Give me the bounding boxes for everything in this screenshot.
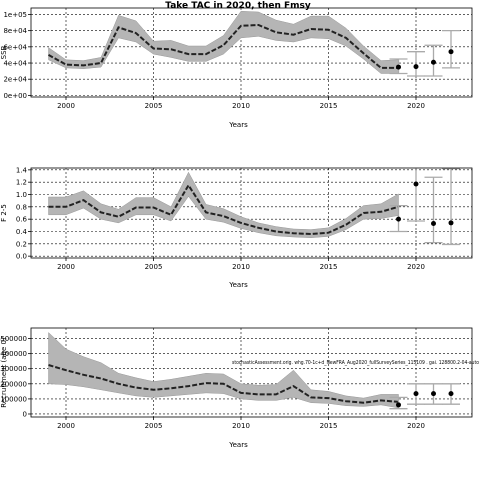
y-tick-label: 100000: [0, 395, 27, 403]
y-axis-label: Recruitment (age 0): [0, 337, 8, 408]
run-annotation: stochasticAssessment.orig. whg.70-1c+d_N…: [232, 360, 479, 366]
projection-errorbar: [407, 51, 425, 77]
projection-point: [431, 220, 436, 226]
x-tick-label: 2015: [320, 422, 338, 430]
y-tick-label: 4e+04: [3, 60, 27, 68]
plot-area: [48, 168, 460, 246]
y-tick-label: 0.8: [16, 203, 27, 211]
projection-errorbar: [407, 168, 425, 222]
y-tick-label: 1.2: [16, 179, 27, 187]
y-tick-label: 500000: [0, 335, 27, 343]
x-tick-label: 2005: [145, 102, 163, 110]
y-tick-label: 0.6: [16, 216, 28, 224]
projection-point: [448, 220, 454, 226]
projection-point: [413, 64, 419, 70]
plot-frame: [30, 327, 473, 418]
projection-point: [396, 216, 401, 222]
x-tick-label: 2005: [145, 422, 163, 430]
plot-frame: [30, 167, 473, 259]
x-tick-label: 2000: [57, 263, 75, 271]
x-tick-label: 2010: [232, 102, 250, 110]
projection-point: [448, 49, 454, 55]
median-line: [48, 364, 399, 404]
median-line: [48, 23, 399, 69]
y-tick-label: 1e+05: [3, 11, 27, 19]
y-tick-label: 6e+04: [3, 43, 27, 51]
y-tick-label: 2e+04: [3, 76, 27, 84]
x-tick-label: 2005: [145, 263, 163, 271]
projection-point: [413, 181, 419, 187]
plot-frame: [30, 7, 473, 98]
x-tick-label: 2000: [57, 422, 75, 430]
y-tick-label: 0.2: [16, 240, 27, 248]
y-axis-label: F 2-5: [0, 204, 8, 222]
y-tick-label: 300000: [0, 365, 27, 373]
x-tick-label: 2015: [320, 263, 338, 271]
median-line: [48, 183, 399, 236]
y-tick-label: 1.4: [16, 166, 28, 174]
figure-title: Take TAC in 2020, then Fmsy: [165, 1, 311, 11]
confidence-band: [48, 331, 399, 409]
projection-errorbar: [424, 176, 443, 244]
panel-1: 2000 2005 2010 2015 2020 0e+00 2e+04 4e+04 6e+04…: [0, 7, 473, 129]
x-axis-label: Years: [228, 281, 248, 289]
x-tick-label: 2020: [407, 422, 425, 430]
y-tick-label: 400000: [0, 350, 27, 358]
x-tick-label: 2020: [407, 102, 425, 110]
x-axis-label: Years: [228, 441, 248, 449]
x-axis-label: Years: [228, 121, 248, 129]
y-axis-label: SSB: [0, 45, 8, 59]
panel-2: 2000 2005 2010 2015 2020 0.0 0.2 0.4 0.6 0.8 1.0 1.…: [0, 166, 473, 289]
projection-errorbar: [442, 168, 460, 246]
y-tick-label: 200000: [0, 380, 27, 388]
projection-point: [396, 64, 401, 70]
projection-point: [413, 391, 419, 397]
projection-point: [448, 391, 454, 397]
y-tick-label: 8e+04: [3, 27, 27, 35]
panel-3: 2000 2005 2010 2015 2020 0 100000 200000 300000 4…: [0, 327, 479, 449]
y-tick-label: 0.0: [16, 253, 27, 261]
x-tick-label: 2000: [57, 102, 75, 110]
plot-area: [48, 10, 460, 77]
x-tick-label: 2015: [320, 102, 338, 110]
grid: [31, 168, 472, 258]
projection-point: [396, 402, 401, 408]
plot-area: [48, 331, 460, 410]
x-tick-label: 2010: [232, 422, 250, 430]
y-tick-label: 0: [23, 410, 27, 418]
x-tick-label: 2010: [232, 263, 250, 271]
confidence-band: [48, 10, 399, 74]
y-tick-label: 0.4: [16, 228, 28, 236]
y-tick-label: 1.0: [16, 191, 27, 199]
projection-point: [431, 59, 436, 65]
y-tick-label: 0e+00: [3, 92, 27, 100]
x-tick-label: 2020: [407, 263, 425, 271]
projection-point: [431, 391, 436, 397]
